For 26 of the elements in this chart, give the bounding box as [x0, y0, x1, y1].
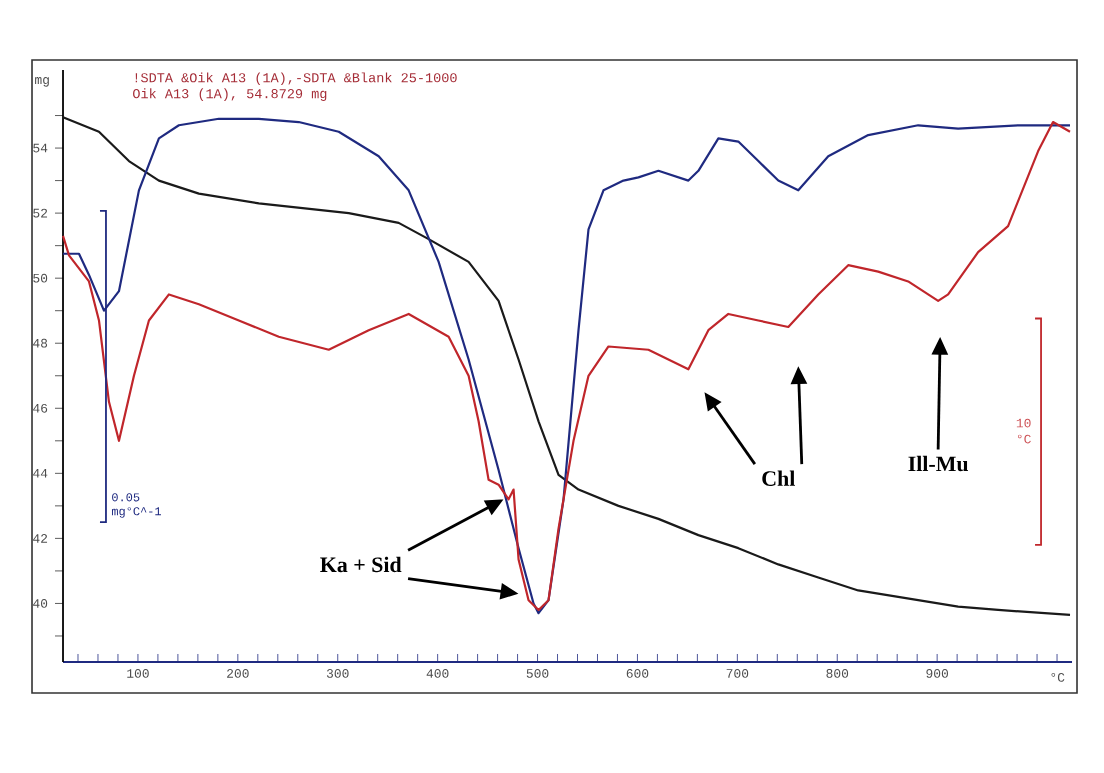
annotation: Chl [762, 470, 795, 486]
annotation: Oik A13 (1A), 54.8729 mg [133, 88, 327, 101]
y-tick-label: 46 [33, 403, 48, 413]
x-tick-label: 500 [526, 669, 549, 678]
x-tick-label: 700 [726, 669, 749, 678]
annotation: 10 °C [1016, 418, 1031, 444]
annotation: 0.05 mg°C^-1 [111, 493, 161, 518]
x-axis-title: °C [1051, 673, 1065, 682]
y-tick-label: 50 [33, 273, 48, 283]
x-tick-label: 300 [326, 669, 349, 678]
y-tick-label: 42 [33, 534, 48, 543]
x-tick-label: 900 [926, 669, 948, 678]
y-tick-label: 52 [33, 208, 48, 218]
y-axis-title: mg [35, 77, 49, 87]
y-tick-label: 40 [33, 599, 48, 608]
x-tick-label: 400 [426, 669, 449, 678]
annotation: Ka + Sid [320, 556, 402, 573]
x-tick-label: 600 [626, 669, 649, 678]
annotation: Ill-Mu [908, 455, 969, 472]
y-tick-label: 48 [33, 338, 48, 348]
y-tick-label: 54 [33, 143, 48, 153]
y-tick-label: 44 [33, 469, 48, 478]
x-tick-label: 200 [227, 669, 249, 678]
x-tick-label: 100 [127, 669, 149, 678]
x-tick-label: 800 [826, 669, 849, 678]
annotation: !SDTA &Oik A13 (1A),-SDTA &Blank 25-1000 [135, 72, 457, 86]
